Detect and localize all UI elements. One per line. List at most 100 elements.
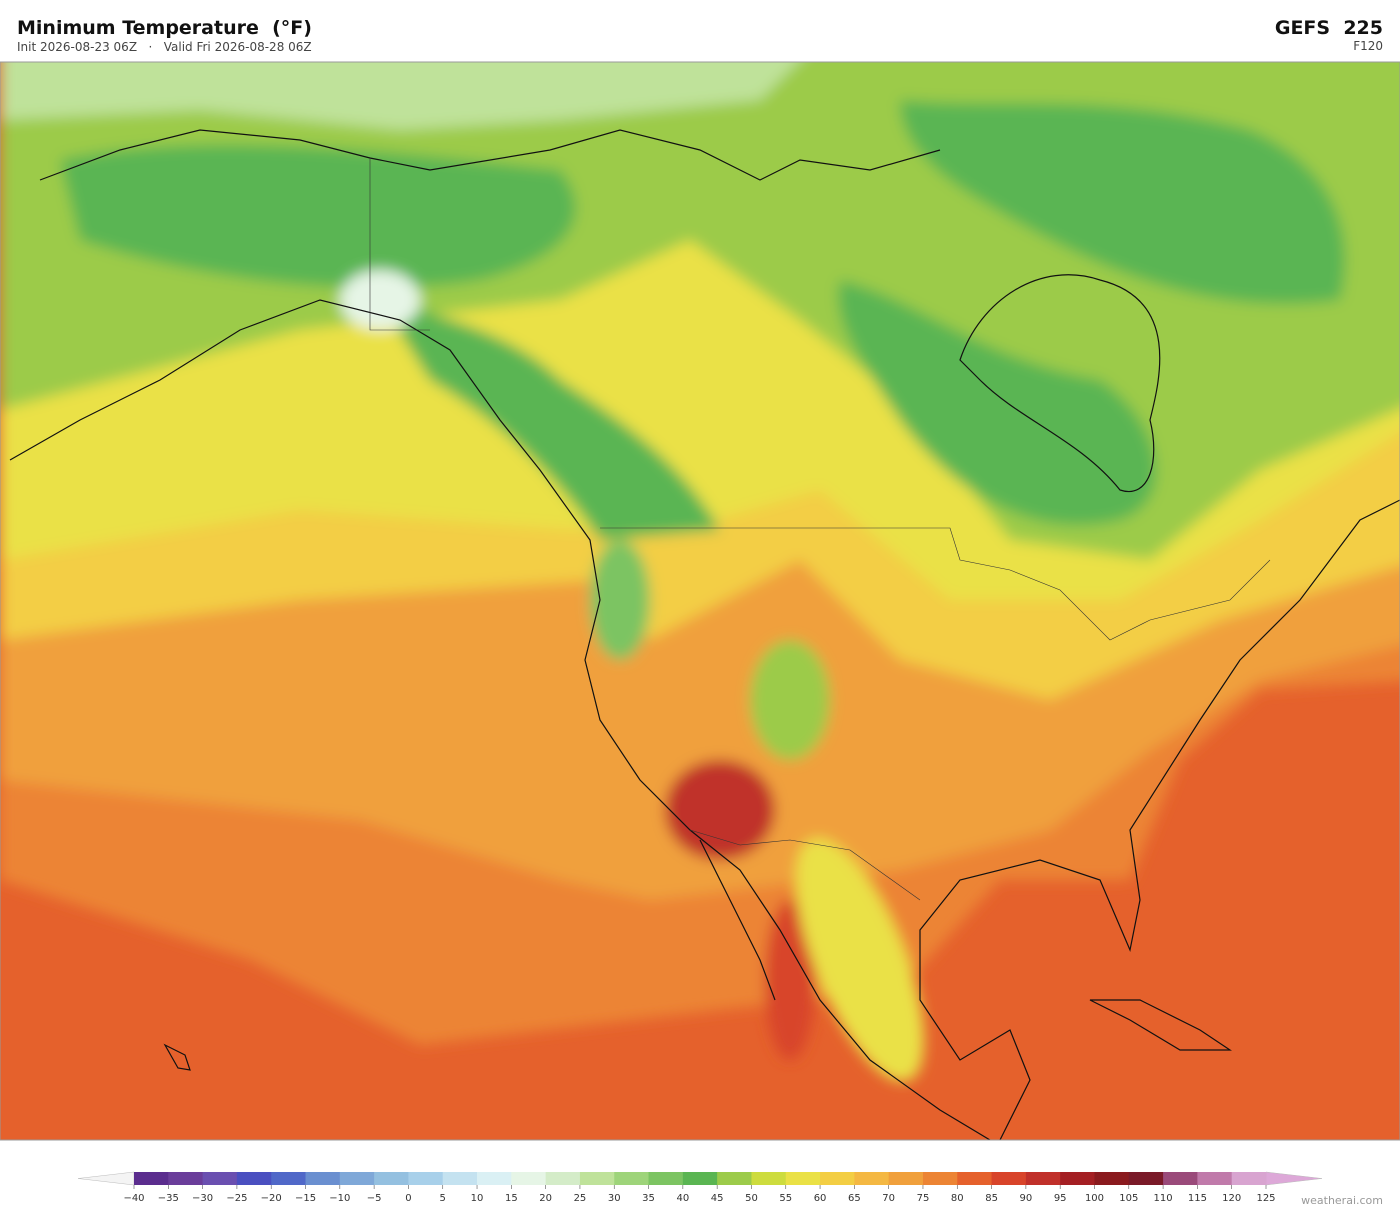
forecast-hour: F120	[1353, 39, 1383, 53]
colorbar-tick-label: 90	[1020, 1193, 1033, 1204]
colorbar-swatch	[511, 1172, 547, 1185]
colorbar-swatch	[1025, 1172, 1061, 1185]
coastlines	[9, 129, 1400, 1140]
colorbar-swatch	[1094, 1172, 1130, 1185]
coastline	[39, 129, 941, 181]
colorbar-tick-label: 115	[1188, 1193, 1207, 1204]
colorbar-swatch	[957, 1172, 993, 1185]
colorbar-tick-label: 30	[608, 1193, 621, 1204]
colorbar-swatch	[922, 1172, 958, 1185]
colorbar-tick-label: 0	[405, 1193, 411, 1204]
colorbar-swatch	[1128, 1172, 1164, 1185]
field-region	[60, 144, 576, 288]
colorbar-swatch	[408, 1172, 444, 1185]
model-label: GEFS 225	[1275, 17, 1383, 39]
coastline	[959, 274, 1161, 493]
colorbar-tick-label: 10	[471, 1193, 484, 1204]
colorbar-swatch	[751, 1172, 787, 1185]
colorbar-swatch	[854, 1172, 890, 1185]
colorbar-tick-label: −10	[329, 1193, 350, 1204]
colorbar-tick-label: −35	[158, 1193, 179, 1204]
field-region	[838, 280, 1157, 526]
colorbar-swatch	[717, 1172, 752, 1185]
colorbar-swatch	[236, 1172, 272, 1185]
field-region	[0, 62, 798, 130]
map	[0, 62, 1400, 1140]
colorbar-tick-label: 120	[1222, 1193, 1241, 1204]
colorbar: −40 −35 −30 −25 −20 −15 −10 −5 0 5 10 15 20 25 30 35 40 4…	[77, 1171, 1323, 1204]
colorbar-swatch	[545, 1172, 581, 1185]
colorbar-tick-label: −20	[261, 1193, 282, 1204]
colorbar-swatch	[477, 1172, 512, 1185]
colorbar-swatch	[1163, 1172, 1198, 1185]
field-region	[380, 300, 720, 540]
coastline	[9, 299, 991, 1140]
field-region	[590, 540, 650, 660]
colorbar-swatch	[1231, 1172, 1267, 1185]
field-region	[750, 640, 830, 760]
border	[689, 829, 921, 901]
field-region	[340, 270, 420, 330]
subtitle: Init 2026-08-23 06Z · Valid Fri 2026-08-…	[17, 40, 312, 54]
colorbar-tick-label: 45	[711, 1193, 724, 1204]
colorbar-tick-label: −15	[295, 1193, 316, 1204]
colorbar-swatch	[785, 1172, 821, 1185]
coastline	[919, 499, 1400, 1140]
colorbar-swatch	[682, 1172, 718, 1185]
border	[369, 158, 430, 331]
colorbar-tick-label: 60	[814, 1193, 827, 1204]
colorbar-swatch	[1197, 1172, 1233, 1185]
colorbar-swatch	[271, 1172, 307, 1185]
colorbar-swatch	[888, 1172, 924, 1185]
colorbar-tick-label: 50	[745, 1193, 758, 1204]
colorbar-tick-label: 5	[440, 1193, 446, 1204]
credit: weatherai.com	[1301, 1194, 1383, 1207]
colorbar-tick-label: −30	[192, 1193, 213, 1204]
coastline	[1089, 999, 1232, 1051]
field-region	[665, 760, 775, 860]
colorbar-tick-label: −25	[226, 1193, 247, 1204]
colorbar-swatch	[339, 1172, 375, 1185]
colorbar-swatch	[820, 1172, 855, 1185]
title: Minimum Temperature (°F)	[17, 17, 312, 39]
colorbar-swatch	[614, 1172, 650, 1185]
borders	[369, 158, 1271, 901]
colorbar-tick-label: 20	[539, 1193, 552, 1204]
colorbar-tick-label: 80	[951, 1193, 964, 1204]
colorbar-tick-label: 70	[882, 1193, 895, 1204]
colorbar-swatch	[134, 1172, 169, 1185]
colorbar-tick-label: 55	[779, 1193, 792, 1204]
colorbar-tick-label: 110	[1154, 1193, 1173, 1204]
colorbar-tick-label: 100	[1085, 1193, 1104, 1204]
colorbar-swatch	[991, 1172, 1027, 1185]
colorbar-tick-label: 105	[1119, 1193, 1138, 1204]
coastline	[163, 1043, 191, 1071]
map-frame	[0, 61, 1400, 1141]
colorbar-tick-label: 125	[1256, 1193, 1275, 1204]
field-region	[765, 900, 815, 1060]
colorbar-swatch	[442, 1172, 478, 1185]
colorbar-swatch	[579, 1172, 615, 1185]
colorbar-tick-label: 85	[985, 1193, 998, 1204]
colorbar-tick-label: 35	[642, 1193, 655, 1204]
colorbar-swatch	[648, 1172, 684, 1185]
colorbar-tick-label: 15	[505, 1193, 518, 1204]
colorbar-tick-label: 25	[574, 1193, 587, 1204]
colorbar-tick-label: −5	[367, 1193, 382, 1204]
colorbar-tick-label: 75	[917, 1193, 930, 1204]
colorbar-tick-label: 65	[848, 1193, 861, 1204]
field-region	[900, 100, 1346, 304]
colorbar-swatch	[305, 1172, 341, 1185]
field-region	[795, 838, 925, 1082]
colorbar-tick-label: 40	[676, 1193, 689, 1204]
colorbar-swatch	[202, 1172, 238, 1185]
colorbar-swatch	[1060, 1172, 1095, 1185]
coastline	[699, 839, 776, 1001]
temperature-field	[0, 62, 1400, 1082]
colorbar-tick-label: −40	[123, 1193, 144, 1204]
colorbar-swatch	[374, 1172, 409, 1185]
border	[600, 527, 1271, 641]
colorbar-swatch	[168, 1172, 204, 1185]
